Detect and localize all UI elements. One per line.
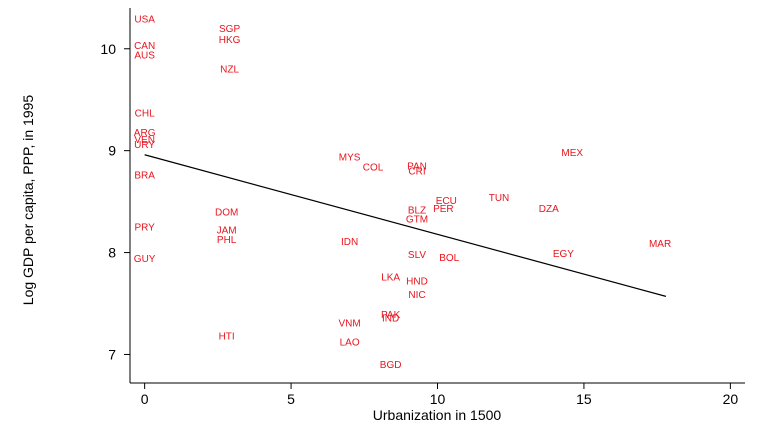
y-tick-label: 7 — [108, 346, 116, 362]
data-point-label: IDN — [341, 237, 358, 248]
data-point-label: CRI — [408, 167, 425, 178]
data-point-label: NIC — [408, 290, 425, 301]
data-point-label: BOL — [439, 253, 459, 264]
x-tick-label: 15 — [576, 391, 592, 407]
data-point-label: PAN — [407, 161, 427, 172]
y-tick-label: 10 — [100, 41, 116, 57]
y-tick-label: 8 — [108, 245, 116, 261]
data-point-label: HKG — [219, 35, 241, 46]
x-ticks: 0 5 10 15 20 — [141, 383, 739, 407]
data-point-label: COL — [363, 162, 384, 173]
x-tick-label: 5 — [287, 391, 295, 407]
data-point-label: IND — [382, 313, 399, 324]
data-point-label: CAN — [134, 41, 155, 52]
data-point-label: PRY — [134, 223, 155, 234]
data-point-label: CHL — [135, 108, 155, 119]
y-ticks: 7 8 9 10 — [100, 41, 130, 362]
data-point-label: HND — [406, 277, 428, 288]
x-tick-label: 10 — [430, 391, 446, 407]
data-point-label: GUY — [134, 254, 156, 265]
data-point-label: BLZ — [408, 205, 426, 216]
data-point-label: AUS — [134, 50, 155, 61]
data-point-label: BGD — [380, 360, 402, 371]
data-point-label: PER — [433, 204, 454, 215]
data-point-label: NZL — [220, 65, 239, 76]
data-point-label: URY — [134, 140, 155, 151]
data-point-label: ARG — [134, 128, 156, 139]
data-point-label: EGY — [553, 249, 574, 260]
data-point-label: DZA — [539, 204, 559, 215]
data-point-label: PAK — [381, 310, 401, 321]
data-point-label: SGP — [219, 24, 240, 35]
data-point-label: LAO — [340, 338, 360, 349]
data-point-label: PHL — [217, 235, 237, 246]
x-tick-label: 0 — [141, 391, 149, 407]
data-point-label: SLV — [408, 250, 426, 261]
data-point-label: LKA — [381, 273, 400, 284]
data-point-label: MYS — [339, 152, 361, 163]
data-point-label: HTI — [219, 332, 235, 343]
fit-line — [144, 154, 667, 297]
data-point-label: TUN — [489, 193, 510, 204]
data-point-label: DOM — [215, 207, 238, 218]
data-point-label: VEN — [134, 135, 155, 146]
data-point-label: GTM — [406, 214, 428, 225]
data-point-label: USA — [134, 15, 155, 26]
data-point-label: MAR — [649, 239, 671, 250]
fit-line-group — [144, 154, 667, 297]
data-point-label: JAM — [217, 226, 237, 237]
data-point-label: MEX — [561, 148, 583, 159]
data-point-label: VNM — [339, 318, 361, 329]
data-point-label: BRA — [134, 171, 155, 182]
y-tick-label: 9 — [108, 143, 116, 159]
x-tick-label: 20 — [723, 391, 739, 407]
y-axis-title: Log GDP per capita, PPP, in 1995 — [20, 95, 36, 306]
x-axis-title: Urbanization in 1500 — [373, 407, 502, 423]
data-point-label: ECU — [436, 196, 457, 207]
